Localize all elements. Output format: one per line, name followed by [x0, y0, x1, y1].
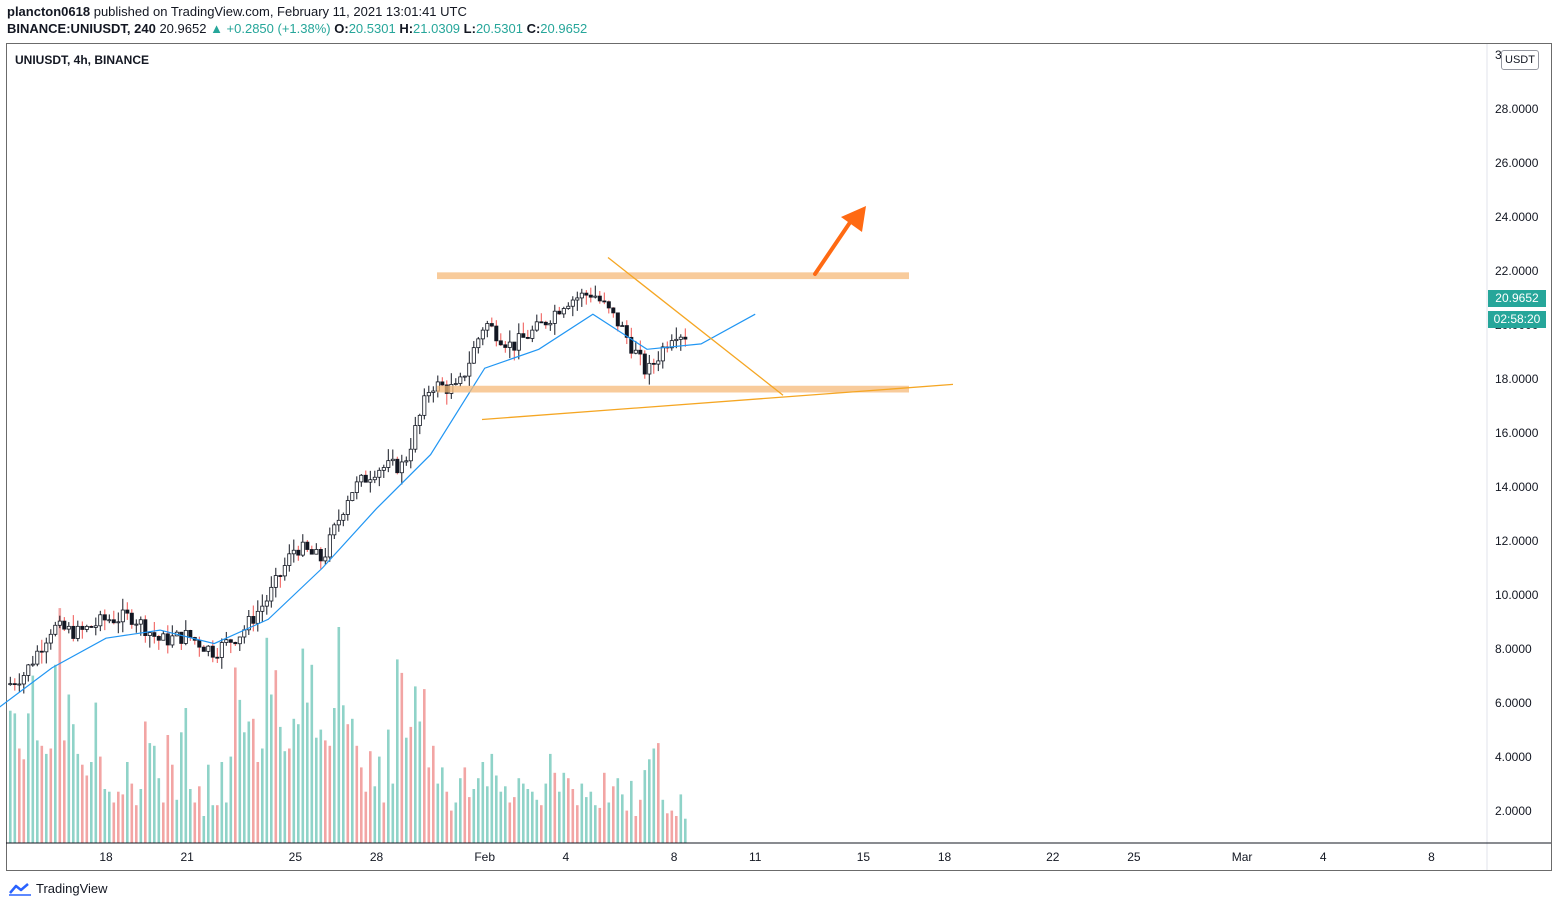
ohlc-line: BINANCE:UNIUSDT, 240 20.9652 ▲ +0.2850 (…	[7, 21, 587, 36]
author-name[interactable]: plancton0618	[7, 4, 91, 19]
last-price: 20.9652	[159, 21, 207, 36]
footer-brand[interactable]: TradingView	[36, 881, 108, 896]
chart-frame[interactable]	[6, 43, 1552, 871]
tradingview-logo-icon[interactable]	[8, 882, 32, 896]
symbol-full: BINANCE:UNIUSDT, 240	[7, 21, 156, 36]
chart-title: UNIUSDT, 4h, BINANCE	[15, 53, 150, 67]
low-label: L:	[463, 21, 476, 36]
high-label: H:	[399, 21, 414, 36]
price-change: ▲ +0.2850 (+1.38%)	[210, 21, 331, 36]
close-value: 20.9652	[540, 21, 588, 36]
publish-text: published on TradingView.com, February 1…	[93, 4, 467, 19]
open-label: O:	[334, 21, 349, 36]
high-value: 21.0309	[413, 21, 461, 36]
open-value: 20.5301	[348, 21, 396, 36]
footer: TradingView	[8, 881, 108, 896]
low-value: 20.5301	[475, 21, 523, 36]
close-label: C:	[526, 21, 541, 36]
publish-info: plancton0618 published on TradingView.co…	[7, 4, 467, 19]
bar-countdown-label: 02:58:20	[1488, 311, 1546, 328]
currency-unit-button[interactable]: USDT	[1501, 50, 1539, 70]
last-price-label: 20.9652	[1488, 290, 1546, 307]
